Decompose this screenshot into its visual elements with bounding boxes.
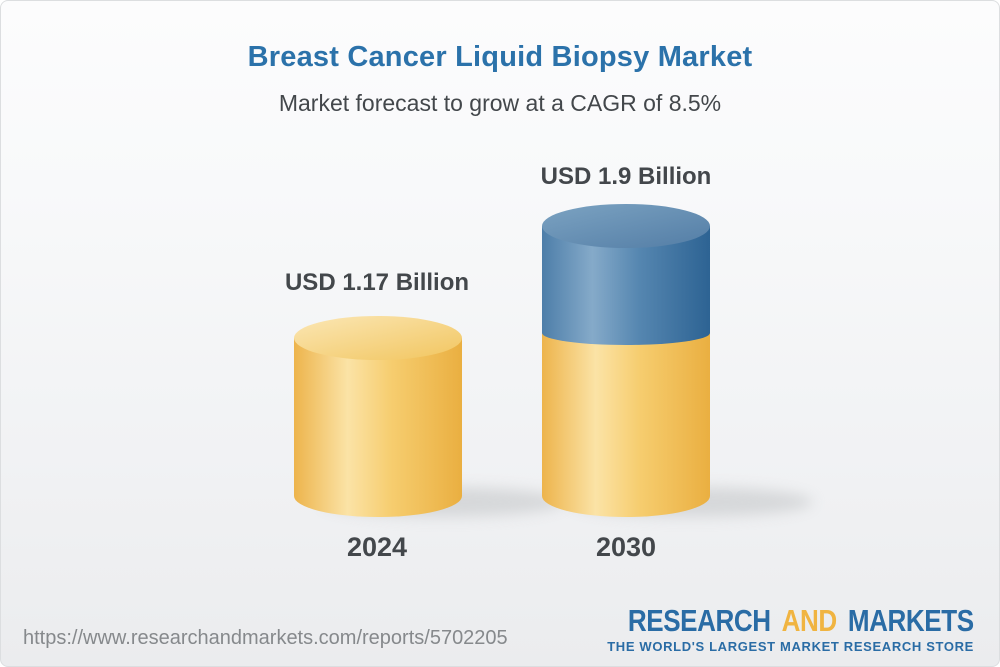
- axis-label-2030: 2030: [595, 532, 657, 562]
- axis-label-2024: 2024: [346, 532, 408, 562]
- chart-header: Breast Cancer Liquid Biopsy Market Marke…: [1, 1, 999, 117]
- chart-subtitle: Market forecast to grow at a CAGR of 8.5…: [278, 90, 722, 116]
- page-title: Breast Cancer Liquid Biopsy Market: [247, 41, 753, 73]
- source-url[interactable]: https://www.researchandmarkets.com/repor…: [23, 627, 508, 649]
- brand-tagline: THE WORLD'S LARGEST MARKET RESEARCH STOR…: [607, 639, 974, 654]
- logo-word-markets: MARKETS: [848, 603, 974, 638]
- value-label-2024: USD 1.17 Billion: [284, 269, 470, 296]
- brand-logo: RESEARCH AND MARKETS THE WORLD'S LARGEST…: [562, 605, 974, 654]
- brand-logo-wordmark: RESEARCH AND MARKETS: [628, 605, 974, 636]
- value-label-2030: USD 1.9 Billion: [540, 163, 712, 190]
- bar-2030-cylinder: [542, 204, 710, 517]
- logo-word-research: RESEARCH: [628, 603, 771, 638]
- logo-word-and: AND: [781, 603, 838, 638]
- bar-2024-cylinder: [294, 316, 462, 517]
